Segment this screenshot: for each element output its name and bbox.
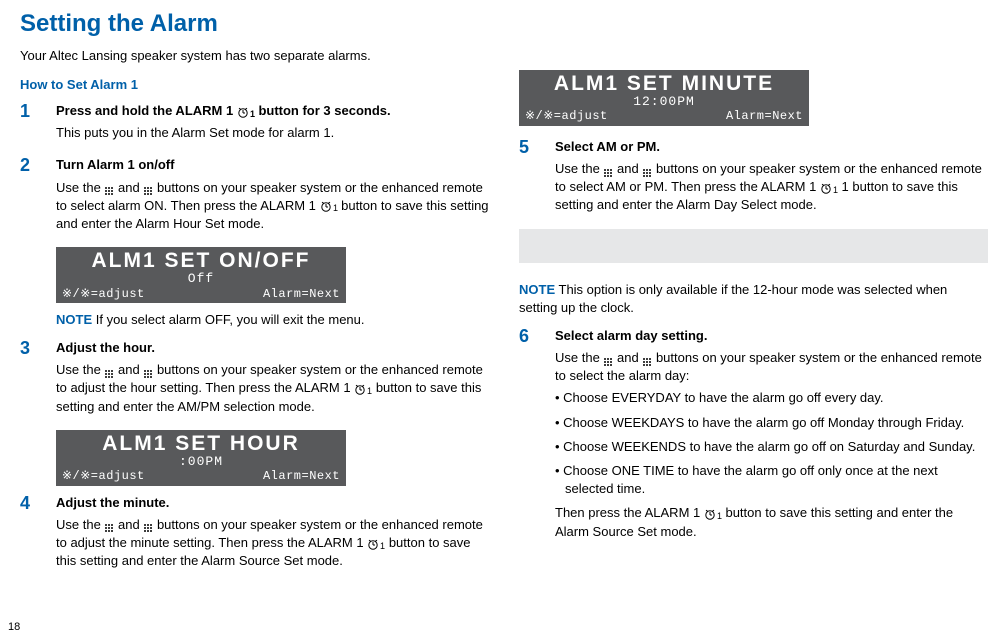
section-heading: How to Set Alarm 1 (20, 77, 489, 92)
dots-icon (642, 354, 652, 364)
step-number: 1 (20, 102, 42, 120)
note-1: NOTE If you select alarm OFF, you will e… (56, 311, 489, 329)
step-body: Adjust the hour. Use the and buttons on … (56, 339, 489, 420)
step-title-text-b: button for 3 seconds. (255, 103, 391, 118)
lcd-bottom-row: ※/※=adjust Alarm=Next (62, 469, 340, 483)
right-column: ALM1 SET MINUTE 12:00PM ※/※=adjust Alarm… (519, 48, 988, 584)
dots-icon (143, 366, 153, 376)
text-a: Use the (56, 180, 104, 195)
page-title: Setting the Alarm (20, 10, 988, 38)
step-text: Use the and buttons on your speaker syst… (56, 361, 489, 416)
step-body: Select alarm day setting. Use the and bu… (555, 327, 988, 545)
dots-icon (143, 183, 153, 193)
left-column: Your Altec Lansing speaker system has tw… (20, 48, 489, 584)
step-number: 2 (20, 156, 42, 174)
note-label: NOTE (519, 282, 555, 297)
text-a: Use the (56, 362, 104, 377)
lcd-display-onoff: ALM1 SET ON/OFF Off ※/※=adjust Alarm=Nex… (56, 247, 346, 303)
lcd-left-hint: ※/※=adjust (525, 109, 608, 123)
alarm-1-icon (237, 106, 255, 118)
list-item: Choose WEEKENDS to have the alarm go off… (555, 438, 988, 456)
step-text: This puts you in the Alarm Set mode for … (56, 124, 489, 142)
page-number: 18 (8, 621, 20, 633)
dots-icon (603, 354, 613, 364)
step-title: Adjust the hour. (56, 339, 489, 357)
step-5: 5 Select AM or PM. Use the and buttons o… (519, 138, 988, 219)
dots-icon (642, 165, 652, 175)
lcd-title: ALM1 SET MINUTE (525, 72, 803, 95)
step-4: 4 Adjust the minute. Use the and buttons… (20, 494, 489, 575)
dots-icon (143, 520, 153, 530)
text-a: Use the (56, 517, 104, 532)
step-2: 2 Turn Alarm 1 on/off Use the and button… (20, 156, 489, 237)
lcd-bottom-row: ※/※=adjust Alarm=Next (525, 109, 803, 123)
lcd-right-hint: Alarm=Next (263, 469, 340, 483)
step-title: Select AM or PM. (555, 138, 988, 156)
dots-icon (603, 165, 613, 175)
alarm-1-icon (820, 182, 838, 194)
note-2: NOTE This option is only available if th… (519, 281, 988, 317)
text-a: Use the (555, 161, 603, 176)
step-text: Use the and buttons on your speaker syst… (555, 349, 988, 385)
step-text: Use the and buttons on your speaker syst… (555, 160, 988, 215)
text-b: and (613, 350, 642, 365)
step-title: Select alarm day setting. (555, 327, 988, 345)
step-body: Adjust the minute. Use the and buttons o… (56, 494, 489, 575)
step-text: Use the and buttons on your speaker syst… (56, 179, 489, 234)
text-b: and (613, 161, 642, 176)
lcd-left-hint: ※/※=adjust (62, 469, 145, 483)
lcd-bottom-row: ※/※=adjust Alarm=Next (62, 287, 340, 301)
lcd-title: ALM1 SET ON/OFF (62, 249, 340, 272)
step-6: 6 Select alarm day setting. Use the and … (519, 327, 988, 545)
note-label: NOTE (56, 312, 92, 327)
dots-icon (104, 183, 114, 193)
step-3: 3 Adjust the hour. Use the and buttons o… (20, 339, 489, 420)
text-b: and (114, 517, 143, 532)
alarm-1-icon (704, 508, 722, 520)
lcd-display-minute: ALM1 SET MINUTE 12:00PM ※/※=adjust Alarm… (519, 70, 809, 126)
step-number: 6 (519, 327, 541, 345)
note-text: If you select alarm OFF, you will exit t… (92, 312, 364, 327)
tail-a: Then press the ALARM 1 (555, 505, 704, 520)
step-1: 1 Press and hold the ALARM 1 button for … (20, 102, 489, 146)
step-body: Press and hold the ALARM 1 button for 3 … (56, 102, 489, 146)
two-column-layout: Your Altec Lansing speaker system has tw… (20, 48, 988, 584)
step-number: 3 (20, 339, 42, 357)
step-body: Select AM or PM. Use the and buttons on … (555, 138, 988, 219)
text-a: Use the (555, 350, 603, 365)
text-b: and (114, 180, 143, 195)
step-title: Press and hold the ALARM 1 button for 3 … (56, 102, 489, 120)
lcd-left-hint: ※/※=adjust (62, 287, 145, 301)
lcd-title: ALM1 SET HOUR (62, 432, 340, 455)
bullet-list: Choose EVERYDAY to have the alarm go off… (555, 389, 988, 498)
lcd-display-hour: ALM1 SET HOUR :00PM ※/※=adjust Alarm=Nex… (56, 430, 346, 486)
intro-text: Your Altec Lansing speaker system has tw… (20, 48, 489, 63)
alarm-1-icon (354, 383, 372, 395)
lcd-right-hint: Alarm=Next (726, 109, 803, 123)
dots-icon (104, 366, 114, 376)
list-item: Choose WEEKDAYS to have the alarm go off… (555, 414, 988, 432)
lcd-value: 12:00PM (525, 95, 803, 109)
list-item: Choose ONE TIME to have the alarm go off… (555, 462, 988, 498)
step-number: 5 (519, 138, 541, 156)
step-body: Turn Alarm 1 on/off Use the and buttons … (56, 156, 489, 237)
list-item: Choose EVERYDAY to have the alarm go off… (555, 389, 988, 407)
dots-icon (104, 520, 114, 530)
step-title-text-a: Press and hold the ALARM 1 (56, 103, 237, 118)
lcd-value: :00PM (62, 455, 340, 469)
step-title: Adjust the minute. (56, 494, 489, 512)
step-text: Use the and buttons on your speaker syst… (56, 516, 489, 571)
text-b: and (114, 362, 143, 377)
lcd-value: Off (62, 272, 340, 286)
gray-placeholder-block (519, 229, 988, 263)
step-tail-text: Then press the ALARM 1 button to save th… (555, 504, 988, 540)
step-title: Turn Alarm 1 on/off (56, 156, 489, 174)
alarm-1-icon (367, 538, 385, 550)
note-text: This option is only available if the 12-… (519, 282, 947, 315)
lcd-right-hint: Alarm=Next (263, 287, 340, 301)
alarm-1-icon (320, 200, 338, 212)
step-number: 4 (20, 494, 42, 512)
